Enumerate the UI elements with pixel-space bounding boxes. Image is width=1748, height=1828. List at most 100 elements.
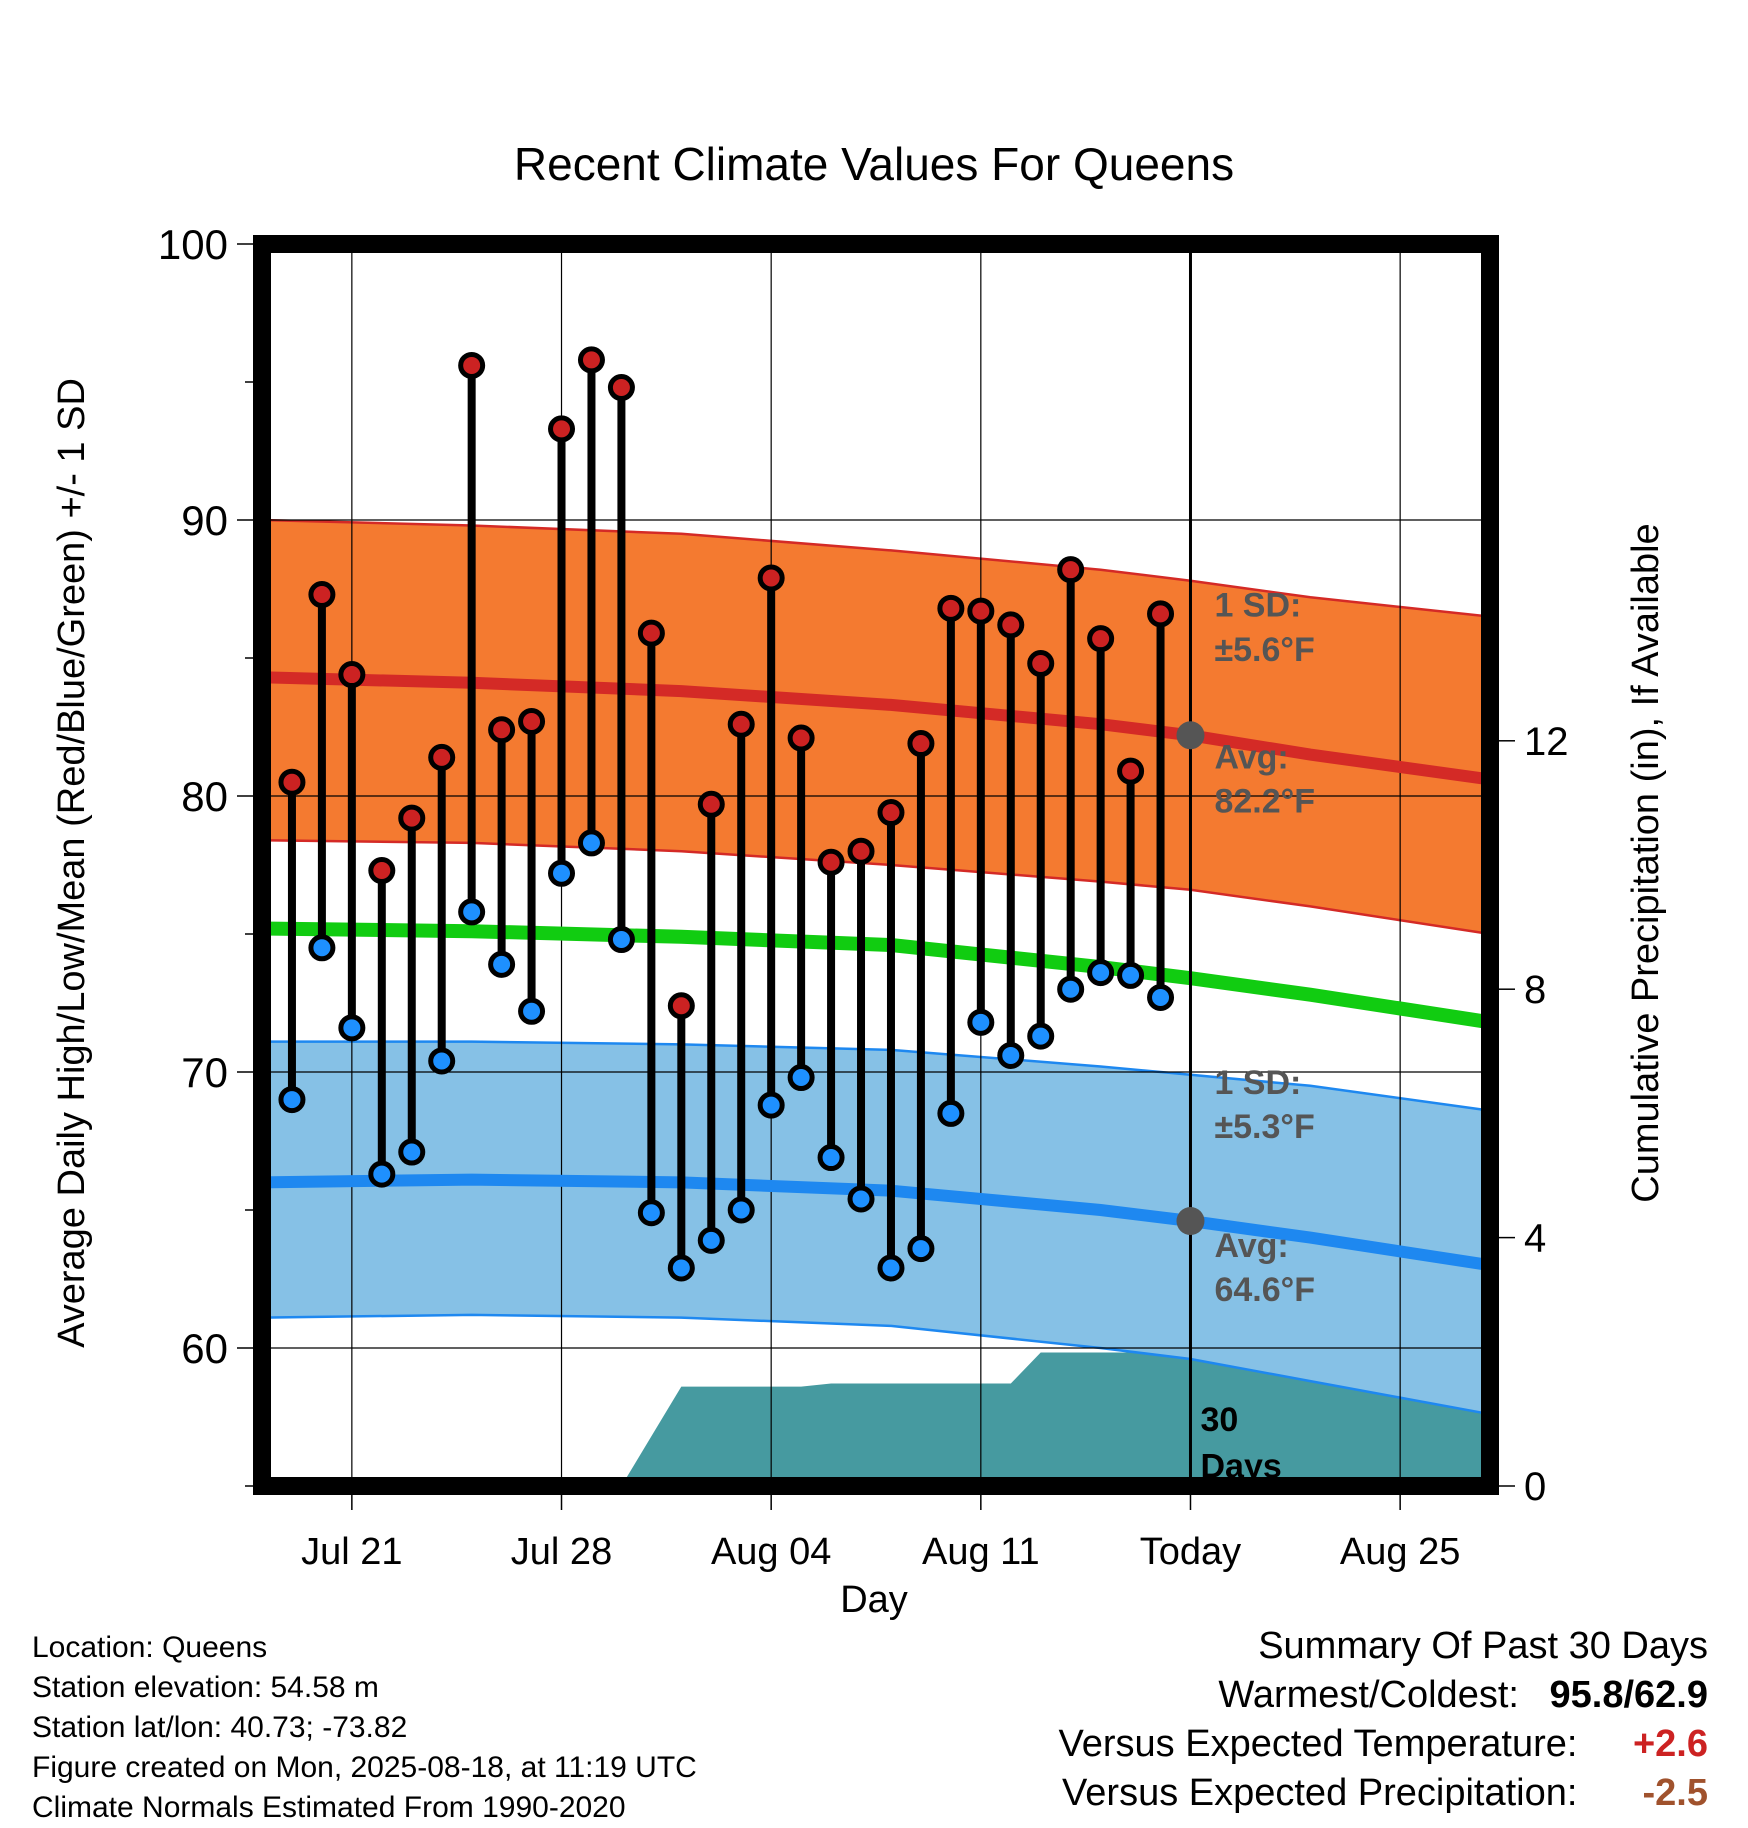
daily-low-point [518, 997, 546, 1025]
precip-area [262, 1343, 1490, 1486]
y-tick-label: 70 [181, 1049, 228, 1096]
summary-title: Summary Of Past 30 Days [1258, 1625, 1708, 1667]
y2-tick-label: 8 [1524, 968, 1546, 1012]
low-sd-upper-line [262, 1040, 1491, 1112]
daily-low-point [308, 934, 336, 962]
daily-low-point [967, 1008, 995, 1036]
normal-annotation: ±5.6°F [1214, 631, 1314, 669]
daily-high-point [577, 346, 605, 374]
x-axis-label: Day [840, 1579, 908, 1621]
x-tick-label: Aug 25 [1340, 1531, 1460, 1573]
today-normal-marker [1176, 721, 1205, 750]
created-text: Figure created on Mon, 2025-08-18, at 11… [32, 1751, 697, 1784]
period-label: 30 [1200, 1401, 1238, 1439]
normal-high-line [261, 671, 1491, 786]
latlon-text: Station lat/lon: 40.73; -73.82 [32, 1711, 408, 1744]
daily-high-point [757, 564, 785, 592]
daily-low-point [607, 926, 635, 954]
high-sd-lower-line [261, 838, 1491, 936]
daily-low-point [847, 1185, 875, 1213]
daily-low-point [787, 1064, 815, 1092]
daily-high-point [1087, 625, 1115, 653]
daily-high-point [1027, 650, 1055, 678]
daily-high-point [817, 848, 845, 876]
daily-high-point [338, 661, 366, 689]
normal-annotation: 1 SD: [1214, 587, 1301, 625]
daily-high-point [667, 992, 695, 1020]
daily-high-point [877, 799, 905, 827]
normal-annotation: Avg: [1214, 738, 1288, 776]
daily-high-point [398, 804, 426, 832]
normal-annotation: Avg: [1214, 1227, 1288, 1265]
x-tick-label: Aug 11 [922, 1531, 1040, 1573]
low-sd-lower-line [261, 1313, 1491, 1416]
location-text: Location: Queens [32, 1631, 268, 1664]
daily-high-point [1117, 757, 1145, 785]
daily-high-point [937, 594, 965, 622]
daily-low-point [1027, 1022, 1055, 1050]
daily-high-point [697, 790, 725, 818]
today-normal-marker [1176, 1207, 1205, 1236]
daily-high-point [518, 707, 546, 735]
daily-low-point [877, 1254, 905, 1282]
warmest-label: Warmest/Coldest: [1218, 1674, 1519, 1716]
y-tick-label: 90 [181, 497, 228, 544]
daily-low-point [667, 1254, 695, 1282]
y2-tick-label: 4 [1524, 1217, 1546, 1261]
plot-frame [253, 235, 1499, 1495]
daily-high-point [1057, 556, 1085, 584]
daily-high-point [637, 619, 665, 647]
y-tick-label: 80 [181, 773, 228, 820]
normal-annotation: 64.6°F [1214, 1271, 1315, 1309]
daily-high-point [787, 724, 815, 752]
station-info: Location: Queens Station elevation: 54.5… [32, 1628, 697, 1828]
daily-high-point [308, 581, 336, 609]
daily-low-point [697, 1226, 725, 1254]
normal-annotation: ±5.3°F [1214, 1108, 1314, 1146]
daily-low-point [727, 1196, 755, 1224]
high-sd-band [262, 520, 1490, 934]
precip-anomaly-value: -2.5 [1642, 1772, 1708, 1814]
normal-annotation: 1 SD: [1214, 1064, 1301, 1102]
daily-high-point [278, 768, 306, 796]
summary-panel: Summary Of Past 30 Days Warmest/Coldest:… [1059, 1622, 1708, 1818]
elevation-text: Station elevation: 54.58 m [32, 1671, 379, 1704]
daily-low-point [488, 950, 516, 978]
y-tick-label: 100 [158, 221, 228, 268]
daily-high-point [907, 730, 935, 758]
daily-low-point [368, 1160, 396, 1188]
daily-high-point [1147, 600, 1175, 628]
y2-tick-label: 12 [1524, 720, 1569, 764]
normal-mean-line [261, 921, 1492, 1030]
daily-low-point [1147, 983, 1175, 1011]
daily-low-point [548, 859, 576, 887]
daily-high-point [727, 710, 755, 738]
daily-low-point [577, 829, 605, 857]
daily-high-point [458, 351, 486, 379]
daily-low-point [458, 898, 486, 926]
daily-low-point [937, 1099, 965, 1127]
daily-low-point [428, 1047, 456, 1075]
daily-high-point [997, 611, 1025, 639]
normal-annotation: 82.2°F [1214, 783, 1315, 821]
daily-low-point [398, 1138, 426, 1166]
x-tick-label: Today [1140, 1531, 1241, 1573]
daily-low-point [757, 1091, 785, 1119]
daily-high-point [488, 716, 516, 744]
warmest-value: 95.8/62.9 [1549, 1674, 1708, 1716]
daily-low-point [817, 1144, 845, 1172]
y2-axis-label: Cumulative Precipitation (in), If Availa… [1625, 523, 1667, 1202]
daily-low-point [1117, 961, 1145, 989]
daily-low-point [338, 1014, 366, 1042]
temp-anomaly-value: +2.6 [1632, 1723, 1708, 1765]
daily-low-point [907, 1235, 935, 1263]
x-tick-label: Jul 28 [511, 1531, 612, 1573]
daily-high-point [607, 374, 635, 402]
daily-high-point [548, 415, 576, 443]
daily-high-point [428, 743, 456, 771]
daily-low-point [637, 1199, 665, 1227]
daily-high-point [847, 837, 875, 865]
x-tick-label: Jul 21 [301, 1531, 402, 1573]
normals-text: Climate Normals Estimated From 1990-2020 [32, 1791, 626, 1824]
normal-low-line [261, 1173, 1491, 1272]
